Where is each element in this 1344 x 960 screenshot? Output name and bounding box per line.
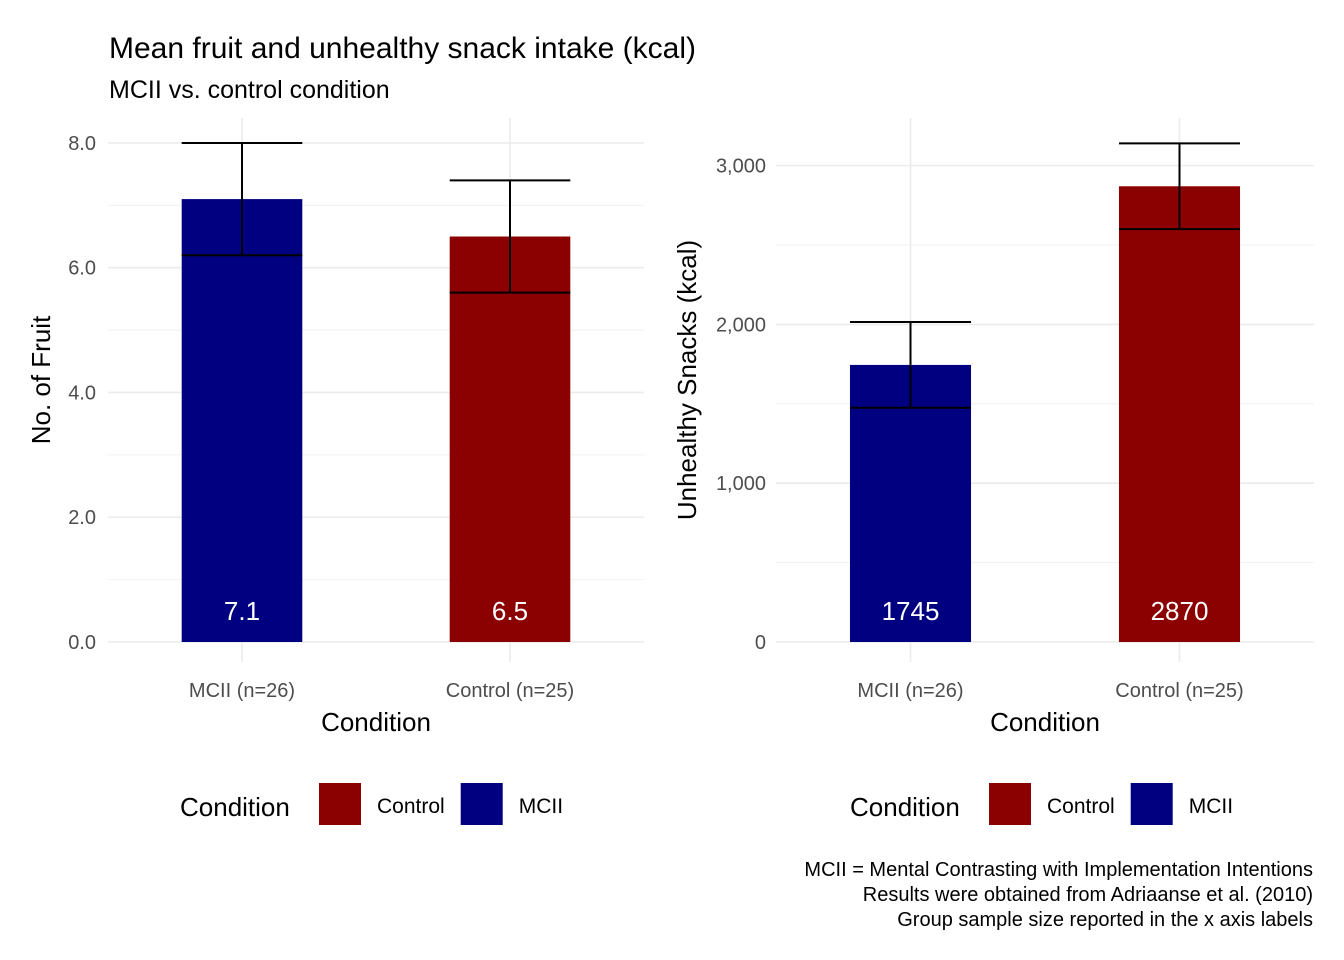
fruit-value-label: 7.1: [224, 596, 260, 626]
snacks-panel: 0 1,000 2,000 3,000 1745 2870 MCII (n=26) Contr…: [672, 118, 1314, 825]
legend-label-control: Control: [377, 795, 445, 818]
fruit-errorbar-control: [449, 179, 571, 294]
fruit-y-axis-title: No. of Fruit: [26, 315, 56, 444]
snacks-value-label: 1745: [882, 596, 940, 626]
caption-line-1: MCII = Mental Contrasting with Implement…: [804, 859, 1313, 881]
snacks-bar-control: [1118, 186, 1241, 642]
legend-label-mcii: MCII: [1189, 795, 1233, 818]
legend-swatch-mcii: [1130, 783, 1173, 825]
caption-line-3: Group sample size reported in the x axis…: [897, 909, 1313, 931]
snacks-y-axis-title: Unhealthy Snacks (kcal): [672, 240, 702, 520]
legend-swatch-mcii: [460, 783, 503, 825]
legend-swatch-control: [319, 783, 361, 825]
snacks-ytick-label: 0: [755, 632, 766, 654]
snacks-errorbar-control: [1118, 142, 1241, 231]
chart-title: Mean fruit and unhealthy snack intake (k…: [109, 32, 696, 65]
fruit-errorbar-mcii: [181, 141, 303, 257]
snacks-legend: Condition Control MCII: [850, 783, 1233, 825]
caption: MCII = Mental Contrasting with Implement…: [804, 859, 1313, 931]
snacks-value-label: 2870: [1151, 596, 1209, 626]
legend-label-mcii: MCII: [519, 795, 563, 818]
fruit-ytick-label: 2.0: [68, 507, 96, 529]
snacks-ytick-label: 2,000: [716, 314, 766, 336]
fruit-xtick-label: Control (n=25): [446, 680, 574, 702]
fruit-ytick-label: 4.0: [68, 382, 96, 404]
fruit-ytick-label: 6.0: [68, 258, 96, 280]
legend-title: Condition: [180, 792, 290, 822]
snacks-bar-mcii: [849, 364, 972, 642]
snacks-xtick-label: MCII (n=26): [857, 680, 963, 702]
fruit-ytick-label: 8.0: [68, 133, 96, 155]
fruit-bar-mcii: [181, 199, 303, 642]
snacks-xtick-label: Control (n=25): [1115, 680, 1243, 702]
fruit-value-label: 6.5: [492, 596, 528, 626]
fruit-legend: Condition Control MCII: [180, 783, 563, 825]
fruit-xtick-label: MCII (n=26): [189, 680, 295, 702]
chart-subtitle: MCII vs. control condition: [109, 76, 390, 104]
legend-swatch-control: [989, 783, 1031, 825]
snacks-x-axis-title: Condition: [990, 707, 1100, 737]
fruit-ytick-label: 0.0: [68, 632, 96, 654]
snacks-ytick-label: 1,000: [716, 473, 766, 495]
snacks-errorbar-mcii: [849, 321, 972, 409]
caption-line-2: Results were obtained from Adriaanse et …: [863, 884, 1313, 906]
fruit-x-axis-title: Condition: [321, 707, 431, 737]
fruit-bar-control: [449, 236, 571, 642]
snacks-ytick-label: 3,000: [716, 156, 766, 178]
legend-label-control: Control: [1047, 795, 1115, 818]
legend-title: Condition: [850, 792, 960, 822]
fruit-panel: 0.0 2.0 4.0 6.0 8.0 7.1 6.5 MCII (n=26) Control …: [26, 118, 644, 825]
